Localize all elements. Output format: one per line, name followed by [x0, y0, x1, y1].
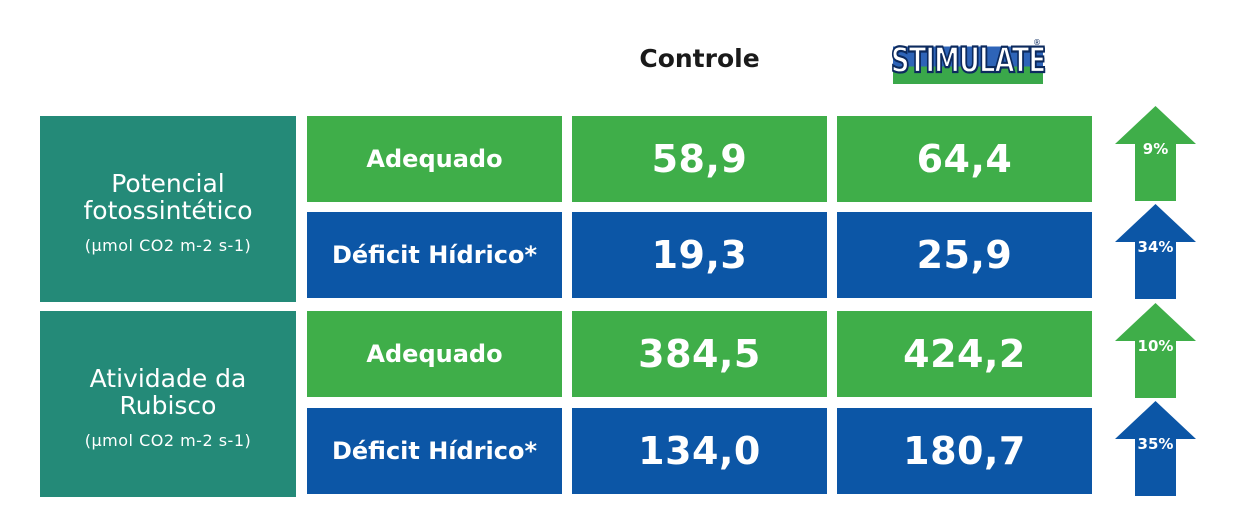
condition-cell: Déficit Hídrico*	[307, 212, 562, 298]
condition-cell: Adequado	[307, 311, 562, 397]
increase-label: 35%	[1137, 435, 1174, 453]
increase-arrow-icon: 35%	[1115, 401, 1196, 496]
group-label-potencial-fotossintetico: Potencial fotossintético (µmol CO2 m-2 s…	[40, 116, 296, 302]
group-title-line: Potencial	[111, 168, 225, 198]
controle-value: 58,9	[572, 116, 827, 202]
increase-arrow-icon: 9%	[1115, 106, 1196, 201]
group-unit: (µmol CO2 m-2 s-1)	[84, 430, 252, 450]
increase-arrow-icon: 10%	[1115, 303, 1196, 398]
controle-value: 384,5	[572, 311, 827, 397]
column-header-controle: Controle	[639, 43, 760, 73]
controle-value: 19,3	[572, 212, 827, 298]
group-label-atividade-rubisco: Atividade da Rubisco (µmol CO2 m-2 s-1)	[40, 311, 296, 497]
stimulate-logo: STIMULATE ®	[890, 38, 1047, 84]
condition-cell: Adequado	[307, 116, 562, 202]
condition-cell: Déficit Hídrico*	[307, 408, 562, 494]
stimulate-value: 25,9	[837, 212, 1092, 298]
controle-value: 134,0	[572, 408, 827, 494]
group-title-line: fotossintético	[83, 195, 253, 225]
stimulate-value: 180,7	[837, 408, 1092, 494]
group-title: Atividade da Rubisco	[90, 365, 247, 419]
group-title-line: Atividade da	[89, 363, 247, 393]
registered-mark: ®	[1033, 38, 1041, 47]
stimulate-value: 424,2	[837, 311, 1092, 397]
stimulate-logo-text: STIMULATE	[890, 40, 1047, 83]
increase-arrow-icon: 34%	[1115, 204, 1196, 299]
group-title-line: Rubisco	[119, 390, 217, 420]
stimulate-value: 64,4	[837, 116, 1092, 202]
group-unit: (µmol CO2 m-2 s-1)	[84, 235, 252, 255]
increase-label: 10%	[1137, 337, 1174, 355]
increase-label: 34%	[1137, 238, 1174, 256]
group-title: Potencial fotossintético	[83, 170, 252, 224]
increase-label: 9%	[1142, 140, 1169, 158]
